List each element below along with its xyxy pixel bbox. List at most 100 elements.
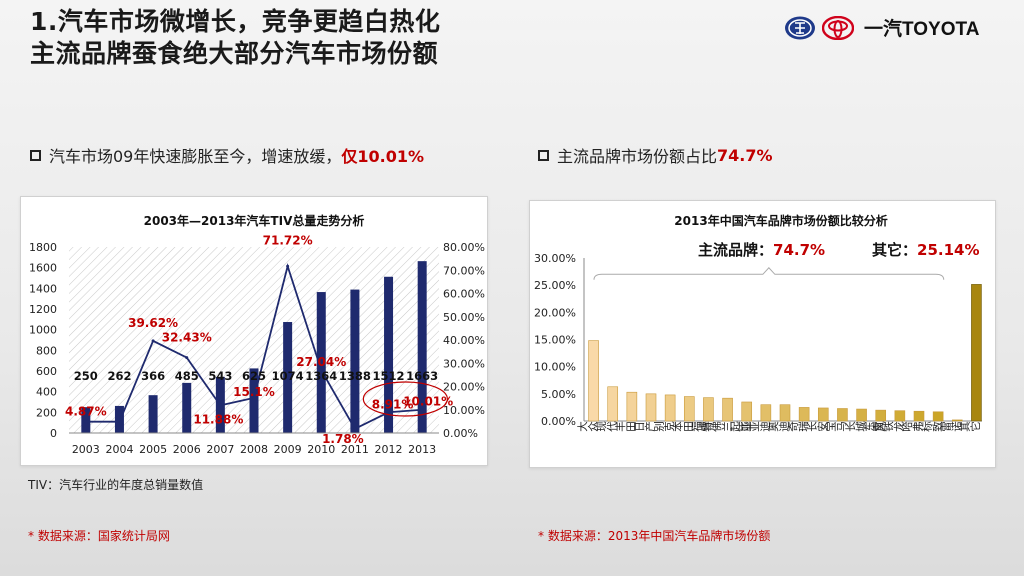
y-tick-label: 30.00%: [534, 252, 576, 265]
y-tick-label: 5.00%: [541, 388, 576, 401]
highlight-circle: [362, 381, 448, 417]
title-line-2: 主流品牌蚕食绝大部分汽车市场份额: [30, 39, 439, 68]
bar-value-label: 1512: [373, 369, 405, 383]
bar-brand-share: [798, 407, 810, 422]
bar-brand-share: [875, 409, 887, 422]
growth-label: 1.78%: [322, 432, 364, 446]
bar-brand-share: [760, 404, 772, 422]
y-left-tick-label: 800: [36, 344, 57, 357]
x-tick-label: 雪佛兰: [700, 421, 732, 433]
bar-brand-share: [588, 340, 599, 422]
bar-value-label: 625: [242, 369, 266, 383]
bar-brand-share: [913, 410, 925, 422]
y-left-tick-label: 1400: [29, 282, 57, 295]
bar-brand-share: [951, 419, 963, 422]
toyota-emblem-icon: [822, 15, 854, 40]
x-tick-label: 雷诺: [940, 421, 962, 433]
bar-value-label: 1663: [406, 369, 438, 383]
x-tick-label: 2006: [173, 443, 201, 456]
bar-tiv: [148, 395, 158, 433]
y-right-tick-label: 40.00%: [443, 334, 485, 347]
x-tick-label: 长城: [845, 421, 867, 433]
bar-brand-share: [626, 391, 638, 422]
x-tick-label: 2012: [375, 443, 403, 456]
x-tick-label: 奇瑞: [786, 421, 808, 433]
growth-label: 10.01%: [403, 395, 453, 409]
growth-point: [319, 368, 323, 372]
growth-point: [151, 339, 155, 343]
chart-title: 2003年—2013年汽车TIV总量走势分析: [144, 213, 365, 228]
x-tick-label: 比亚迪: [738, 421, 771, 433]
bar-brand-share: [607, 386, 619, 422]
bar-value-label: 1388: [339, 369, 371, 383]
y-tick-label: 25.00%: [534, 279, 576, 292]
tiv-chart-card: 2003年—2013年汽车TIV总量走势分析 0 200 400 600 800 1000 1…: [20, 196, 488, 466]
source-right: * 数据来源：2013年中国汽车品牌市场份额: [538, 529, 771, 543]
mainstream-brace: [593, 267, 945, 280]
x-tick-label: 2005: [139, 443, 167, 456]
x-tick-label: 福特: [691, 421, 713, 433]
growth-point: [84, 420, 88, 424]
bar-value-label: 1074: [272, 369, 304, 383]
bar-brand-share: [683, 396, 695, 422]
x-tick-label: 起亚: [730, 421, 751, 433]
y-left-tick-label: 1800: [29, 241, 57, 254]
tiv-chart: 2003年—2013年汽车TIV总量走势分析 0 200 400 600 800 1000 1…: [29, 213, 485, 456]
y-right-tick-label: 80.00%: [443, 241, 485, 254]
x-tick-label: 2003: [72, 443, 100, 456]
bar-brand-share: [779, 404, 791, 422]
y-left-tick-label: 1600: [29, 262, 57, 275]
bar-brand-share: [722, 397, 733, 422]
callout-mainstream-label: 主流品牌：: [698, 241, 773, 259]
x-tick-label: 奥迪: [767, 421, 790, 433]
bar-value-label: 543: [208, 369, 232, 383]
bar-brand-share: [645, 393, 657, 422]
x-tick-label: 标致: [921, 421, 943, 433]
y-right-tick-label: 0.00%: [443, 427, 478, 440]
growth-label: 27.04%: [296, 355, 346, 369]
x-tick-label: 雪铁龙: [872, 421, 904, 433]
bar-brand-share: [856, 408, 867, 422]
callout-other-value: 25.14%: [917, 241, 979, 259]
x-tick-label: 其它: [959, 421, 980, 433]
x-tick-label: 丰田: [614, 421, 636, 433]
y-right-tick-label: 70.00%: [443, 264, 485, 277]
logo: 一汽TOYOTA: [784, 14, 979, 41]
bar-value-label: 262: [107, 369, 131, 383]
bar-tiv: [350, 289, 360, 433]
faw-emblem-icon: [785, 16, 815, 39]
x-tick-label: 东风: [863, 421, 886, 433]
x-tick-label: 2009: [274, 443, 302, 456]
growth-label: 8.91%: [372, 397, 414, 411]
x-tick-label: 大众: [576, 421, 598, 433]
x-tick-label: 2013: [408, 443, 436, 456]
x-tick-label: 2007: [206, 443, 234, 456]
x-tick-label: 日产: [634, 421, 656, 433]
bar-tiv: [417, 261, 427, 433]
source-left: * 数据来源：国家统计局网: [28, 529, 170, 543]
x-tick-label: 别克: [653, 421, 675, 433]
bar-value-label: 485: [175, 369, 199, 383]
y-tick-label: 15.00%: [534, 334, 576, 347]
y-right-tick-label: 30.00%: [443, 357, 485, 370]
bullet-left-highlight: 仅10.01%: [341, 147, 425, 166]
y-left-tick-label: 200: [36, 406, 57, 419]
growth-point: [286, 264, 290, 268]
x-tick-label: 本田: [672, 421, 694, 433]
x-tick-label: 现代: [596, 421, 618, 433]
growth-label: 15.1%: [233, 385, 275, 399]
bar-brand-share: [703, 397, 714, 422]
callout-mainstream-value: 74.7%: [773, 241, 825, 259]
bar-tiv: [316, 292, 326, 433]
y-tick-label: 0.00%: [541, 415, 576, 428]
y-left-tick-label: 600: [36, 365, 57, 378]
y-tick-label: 20.00%: [534, 306, 576, 319]
bullet-square-icon: [30, 149, 41, 161]
y-left-tick-label: 0: [50, 427, 57, 440]
bar-brand-share: [932, 411, 944, 422]
bar-tiv: [384, 276, 394, 433]
x-tick-label: 哈弗: [901, 421, 924, 433]
y-left-tick-label: 1000: [29, 324, 57, 337]
bar-value-label: 366: [141, 369, 165, 383]
